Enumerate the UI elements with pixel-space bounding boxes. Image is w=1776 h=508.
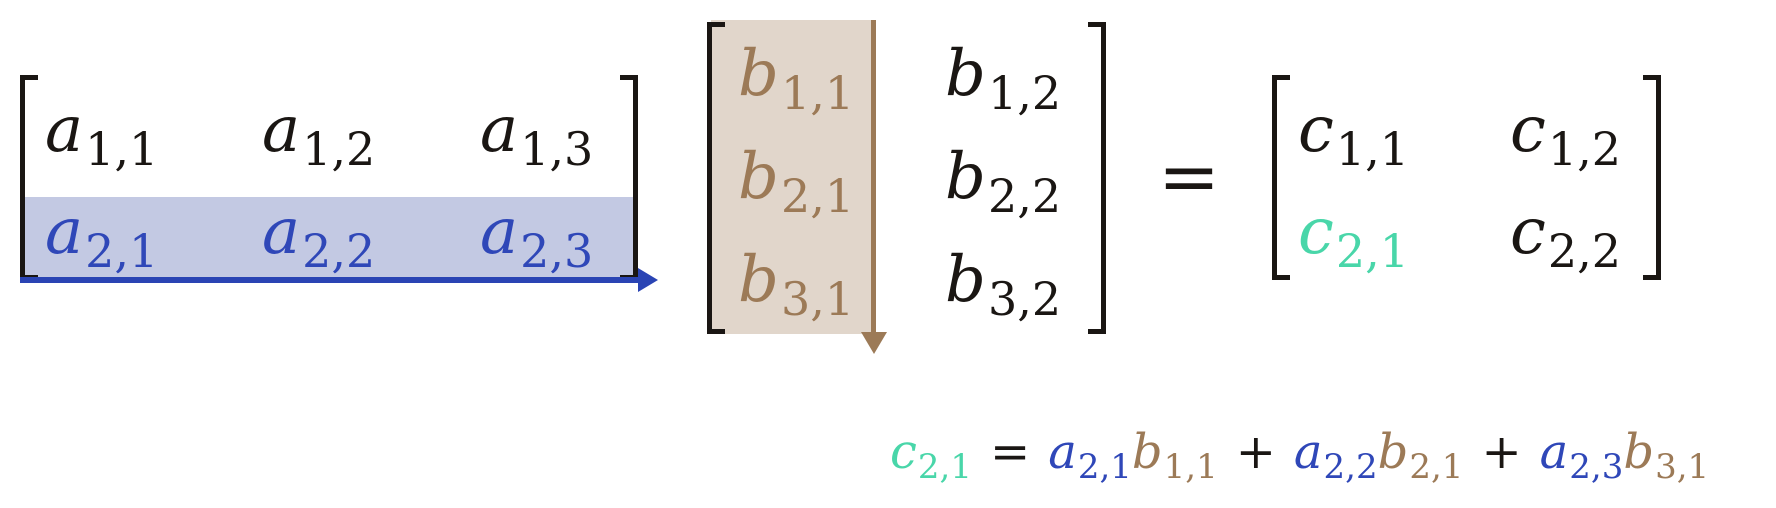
formula-plus-1: + bbox=[1235, 424, 1276, 480]
matrix-c-cell-2-2: c2,2 bbox=[1510, 195, 1621, 278]
equals-sign: = bbox=[1158, 134, 1221, 220]
column-arrow-head-icon bbox=[861, 332, 887, 354]
matrix-a-cell-1-2: a1,2 bbox=[262, 93, 376, 176]
matrix-c-cell-2-1: c2,1 bbox=[1298, 195, 1409, 278]
matrix-b-cell-1-2: b1,2 bbox=[945, 37, 1062, 120]
expanded-formula: c2,1 = a2,1b1,1 + a2,2b2,1 + a2,3b3,1 bbox=[890, 428, 1770, 484]
matrix-c-cell-1-2: c1,2 bbox=[1510, 93, 1621, 176]
matrix-a-cell-1-3: a1,3 bbox=[480, 93, 594, 176]
formula-term-2-a: a2,2 bbox=[1293, 424, 1378, 487]
matrix-b-cell-3-2: b3,2 bbox=[945, 243, 1062, 326]
formula-plus-2: + bbox=[1481, 424, 1522, 480]
matrix-a-right-bracket bbox=[620, 75, 638, 280]
formula-term-1-b: b1,1 bbox=[1131, 424, 1218, 487]
matrix-b-cell-3-1: b3,1 bbox=[738, 243, 855, 326]
formula-term-3-b: b3,1 bbox=[1623, 424, 1710, 487]
column-arrow-line bbox=[871, 20, 876, 338]
matrix-a-cell-2-2: a2,2 bbox=[262, 195, 376, 278]
matrix-c-left-bracket bbox=[1272, 75, 1290, 280]
matrix-b-cell-1-1: b1,1 bbox=[738, 37, 855, 120]
row-arrow-head-icon bbox=[638, 268, 658, 292]
matrix-a-cell-2-3: a2,3 bbox=[480, 195, 594, 278]
highlighted-row-a2 bbox=[20, 197, 638, 279]
matrix-a-cell-1-1: a1,1 bbox=[45, 93, 159, 176]
matrix-a-cell-2-1: a2,1 bbox=[45, 195, 159, 278]
formula-term-3-a: a2,3 bbox=[1539, 424, 1624, 487]
matrix-c-right-bracket bbox=[1643, 75, 1661, 280]
matrix-b-cell-2-2: b2,2 bbox=[945, 140, 1062, 223]
formula-equals: = bbox=[989, 424, 1031, 480]
formula-term-2-b: b2,1 bbox=[1377, 424, 1464, 487]
matrix-b-right-bracket bbox=[1088, 22, 1106, 334]
matrix-c-cell-1-1: c1,1 bbox=[1298, 93, 1409, 176]
matrix-b-left-bracket bbox=[707, 22, 725, 334]
formula-term-1-a: a2,1 bbox=[1048, 424, 1132, 487]
highlighted-column-b1 bbox=[711, 20, 875, 334]
row-arrow-line bbox=[20, 277, 645, 283]
formula-lhs: c2,1 bbox=[890, 424, 972, 487]
matrix-a-left-bracket bbox=[20, 75, 38, 280]
matrix-b-cell-2-1: b2,1 bbox=[738, 140, 855, 223]
